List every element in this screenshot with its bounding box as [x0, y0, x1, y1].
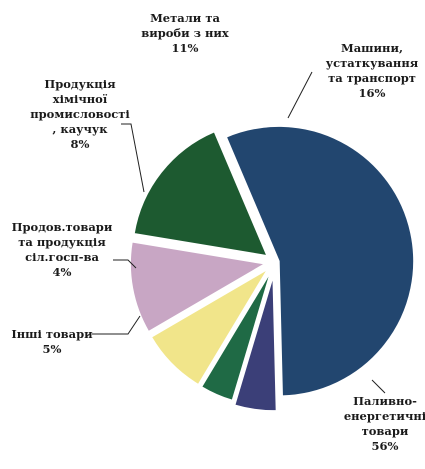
pie-slice-5: [129, 240, 268, 333]
slice-name-label: Паливно-: [353, 394, 417, 408]
slice-label-1: Паливно-енергетичні товари 56%: [344, 394, 425, 453]
slice-name-label: сіл.госп-ва: [25, 250, 99, 264]
leader-line-3: [113, 259, 137, 269]
pie-slice-3: [200, 270, 272, 402]
pie-slice-2: [233, 275, 278, 412]
pie-slice-1: [225, 125, 415, 397]
slice-percent-label: 5%: [43, 342, 62, 356]
slice-name-label: Продукція: [44, 77, 116, 91]
slice-label-4: Продукція хімічної промисловості, каучук 8%: [30, 77, 130, 151]
slice-name-label: та транспорт: [328, 71, 416, 85]
slice-name-label: Метали та: [150, 11, 220, 25]
slice-label-5: Метали та вироби з них 11%: [141, 11, 229, 55]
slice-name-label: Продов.товари: [12, 220, 113, 234]
leader-line-6: [287, 71, 313, 119]
slice-name-label: , каучук: [52, 122, 108, 136]
slice-name-label: товари: [362, 424, 409, 438]
leader-line-1: [371, 379, 386, 394]
slice-percent-label: 16%: [359, 86, 386, 100]
slice-label-3: Продов.товари та продукція сіл.госп-ва 4%: [12, 220, 113, 279]
slice-percent-label: 8%: [71, 137, 90, 151]
pie-slice-6: [133, 130, 269, 257]
slice-name-label: Машини,: [341, 41, 403, 55]
slice-name-label: Інші товари: [11, 327, 93, 341]
slice-name-label: та продукція: [18, 235, 106, 249]
slice-label-6: Машини, устаткування та транспорт 16%: [326, 41, 419, 100]
slice-percent-label: 11%: [172, 41, 199, 55]
leader-line-2: [92, 315, 141, 335]
leader-line-4: [121, 123, 145, 193]
slice-label-2: Інші товари 5%: [11, 327, 93, 356]
slice-name-label: хімічної: [53, 92, 108, 106]
slice-percent-label: 4%: [53, 265, 72, 279]
slice-percent-label: 56%: [372, 439, 399, 453]
pie-slice-4: [150, 268, 269, 386]
slice-name-label: устаткування: [326, 56, 419, 70]
slice-name-label: вироби з них: [141, 26, 229, 40]
slice-name-label: промисловості: [30, 107, 130, 121]
slice-name-label: енергетичні: [344, 409, 425, 423]
